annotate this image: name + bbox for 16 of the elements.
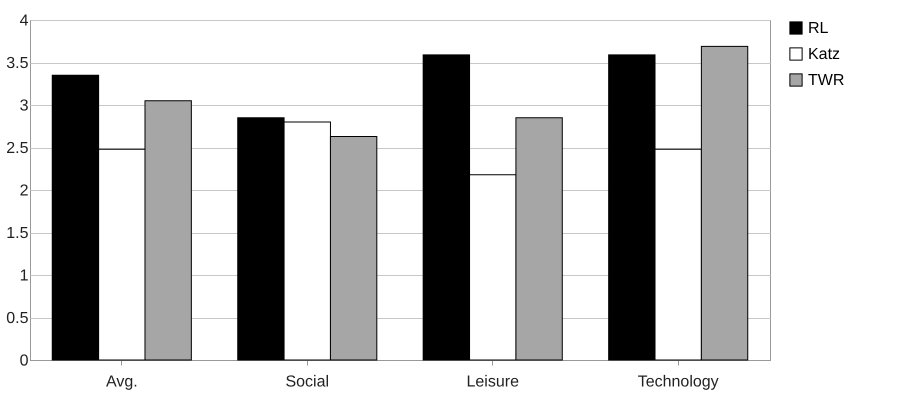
- x-tick-label: Avg.: [106, 374, 138, 390]
- y-tick-label: 2.5: [6, 140, 29, 157]
- y-tick-label: 0: [20, 352, 29, 370]
- legend-label: RL: [808, 20, 829, 37]
- x-tick-label: Technology: [638, 374, 719, 390]
- y-tick-label: 2: [20, 182, 29, 200]
- y-tick-label: 3.5: [6, 55, 29, 72]
- y-tick-label: 0.5: [6, 310, 29, 327]
- x-tick-label: Leisure: [466, 374, 520, 390]
- legend-label: TWR: [808, 72, 844, 89]
- y-tick-label: 4: [20, 12, 29, 30]
- x-tick-label: Social: [285, 374, 330, 390]
- y-tick-label: 3: [20, 98, 29, 114]
- legend-label: Katz: [808, 46, 840, 63]
- y-tick-label: 1: [20, 268, 29, 284]
- y-tick-label: 1.5: [6, 225, 29, 242]
